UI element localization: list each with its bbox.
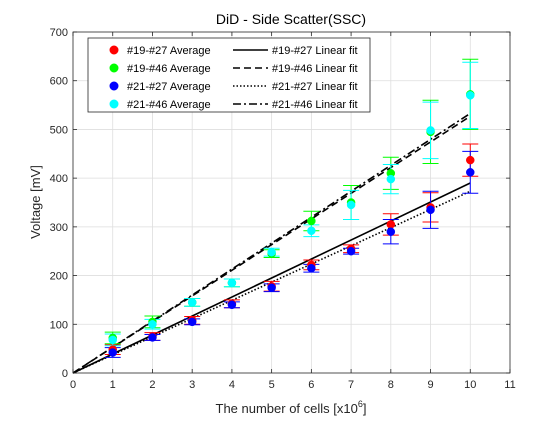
x-tick-label: 5: [269, 379, 275, 391]
legend-label: #19-#46 Linear fit: [272, 63, 358, 75]
x-tick-label: 3: [189, 379, 195, 391]
y-axis-ticks: 0 100 200 300 400 500 600 700: [50, 27, 510, 380]
data-point: [108, 348, 117, 357]
x-tick-label: 4: [229, 379, 235, 391]
legend-label: #21-#27 Average: [127, 81, 211, 93]
legend-box: [87, 37, 371, 113]
legend-label: #19-#27 Linear fit: [272, 45, 358, 57]
y-tick-label: 0: [62, 368, 68, 380]
x-tick-label: 8: [388, 379, 394, 391]
data-point: [466, 168, 475, 177]
legend-label: #21-#46 Average: [127, 99, 211, 111]
legend-marker: [109, 81, 119, 91]
y-tick-label: 500: [50, 124, 68, 136]
data-point: [108, 335, 117, 345]
data-point: [386, 220, 396, 229]
y-tick-label: 100: [50, 319, 68, 331]
data-point: [148, 333, 157, 342]
legend-marker: [109, 63, 119, 73]
y-tick-label: 400: [50, 173, 68, 185]
data-point: [307, 216, 316, 226]
legend-marker: [109, 45, 119, 55]
legend-marker: [109, 99, 119, 109]
data-point: [187, 298, 197, 307]
legend-label: #19-#27 Average: [127, 45, 211, 57]
x-axis-label: The number of cells [x106]: [216, 399, 367, 416]
y-tick-label: 700: [50, 27, 68, 39]
data-markers: [108, 90, 475, 357]
y-tick-label: 600: [50, 76, 68, 88]
data-point: [466, 91, 475, 100]
x-tick-label: 7: [348, 379, 354, 391]
data-point: [386, 174, 396, 184]
chart-title: DiD - Side Scatter(SSC): [216, 11, 366, 27]
legend: #19-#27 Average #19-#46 Average #21-#27 Av…: [87, 37, 371, 113]
x-tick-label: 1: [110, 379, 116, 391]
legend-markers: #19-#27 Average #19-#46 Average #21-#27 Av…: [109, 45, 211, 111]
x-tick-label: 11: [504, 379, 515, 391]
axes-box: [72, 31, 511, 374]
y-tick-label: 300: [50, 222, 68, 234]
data-point: [426, 126, 435, 135]
data-point: [227, 300, 237, 310]
data-point: [386, 227, 396, 236]
data-point: [346, 200, 356, 210]
data-point: [466, 155, 475, 165]
legend-label: #19-#46 Average: [127, 63, 211, 75]
fit-line: [72, 182, 471, 374]
x-tick-label: 10: [464, 379, 476, 391]
x-tick-label: 0: [70, 379, 76, 391]
y-tick-label: 200: [50, 271, 68, 283]
data-point: [148, 320, 157, 329]
legend-fits: #19-#27 Linear fit #19-#46 Linear fit #21-…: [233, 45, 358, 111]
data-point: [267, 283, 276, 292]
data-point: [227, 278, 237, 288]
y-axis-label: Voltage [mV]: [28, 165, 43, 239]
x-tick-label: 2: [149, 379, 155, 391]
x-axis-ticks: 0 1 2 3 4 5 6 7 8 9 10 11: [70, 32, 516, 391]
x-tick-label: 6: [308, 379, 314, 391]
legend-label: #21-#46 Linear fit: [272, 99, 358, 111]
data-point: [307, 226, 316, 236]
data-point: [187, 317, 197, 327]
fit-line: [72, 112, 471, 374]
legend-label: #21-#27 Linear fit: [272, 81, 358, 93]
fit-line: [72, 115, 471, 374]
data-point: [307, 264, 316, 273]
x-tick-label: 9: [427, 379, 433, 391]
data-point: [267, 247, 276, 257]
data-point: [346, 246, 356, 256]
data-point: [426, 205, 435, 215]
